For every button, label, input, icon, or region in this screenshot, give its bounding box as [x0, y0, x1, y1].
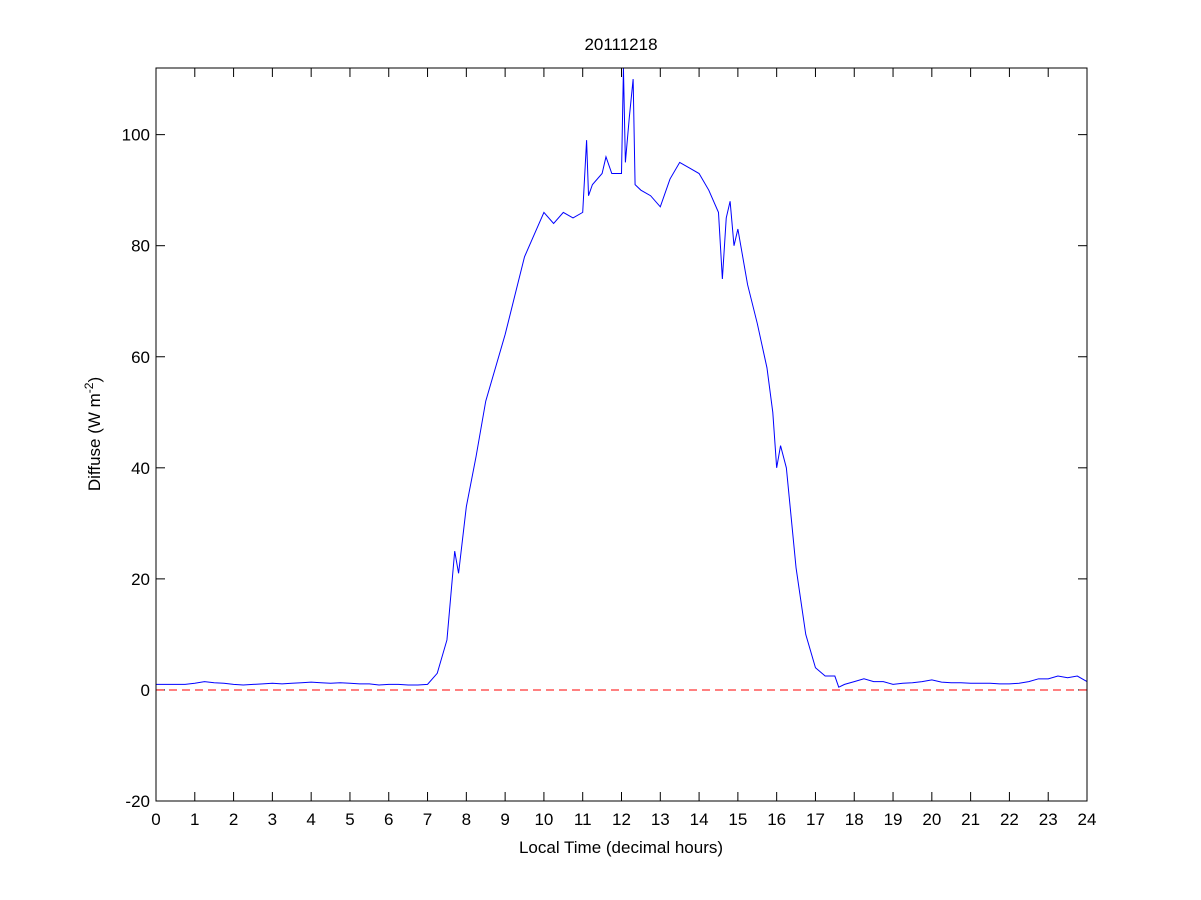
x-tick-label: 0 [151, 810, 160, 829]
plot-frame [155, 67, 1088, 802]
x-tick-label: 8 [462, 810, 471, 829]
y-tick-label: 0 [141, 681, 150, 700]
y-tick-label: 100 [122, 126, 150, 145]
x-tick-label: 11 [574, 810, 592, 829]
y-tick-label: -20 [125, 792, 150, 811]
y-label-text: Diffuse (W m [85, 393, 104, 491]
x-tick-label: 10 [534, 810, 553, 829]
x-tick-label: 17 [806, 810, 825, 829]
x-tick-label: 5 [345, 810, 354, 829]
y-label-text: ) [85, 377, 104, 383]
y-axis-label: Diffuse (W m-2) [82, 377, 104, 491]
x-tick-label: 6 [384, 810, 393, 829]
y-tick-label: 60 [131, 348, 150, 367]
y-label-sup: -2 [82, 382, 96, 393]
y-tick-label: 40 [131, 459, 150, 478]
x-tick-label: 2 [229, 810, 238, 829]
x-axis-label: Local Time (decimal hours) [519, 838, 723, 857]
x-tick-label: 23 [1039, 810, 1058, 829]
x-tick-label: 15 [728, 810, 747, 829]
x-tick-label: 22 [1000, 810, 1019, 829]
x-tick-label: 16 [767, 810, 786, 829]
x-tick-label: 18 [845, 810, 864, 829]
chart-title: 20111218 [584, 35, 657, 54]
x-tick-label: 21 [961, 810, 980, 829]
x-tick-label: 1 [190, 810, 199, 829]
x-tick-label: 12 [612, 810, 631, 829]
x-tick-label: 14 [690, 810, 709, 829]
x-tick-label: 20 [922, 810, 941, 829]
x-tick-label: 9 [500, 810, 509, 829]
x-tick-label: 13 [651, 810, 670, 829]
x-tick-label: 3 [268, 810, 277, 829]
x-tick-label: 4 [306, 810, 315, 829]
y-tick-label: 80 [131, 237, 150, 256]
x-tick-label: 24 [1078, 810, 1097, 829]
x-tick-label: 7 [423, 810, 432, 829]
data-line [156, 67, 1088, 688]
x-tick-label: 19 [884, 810, 903, 829]
y-tick-label: 20 [131, 570, 150, 589]
